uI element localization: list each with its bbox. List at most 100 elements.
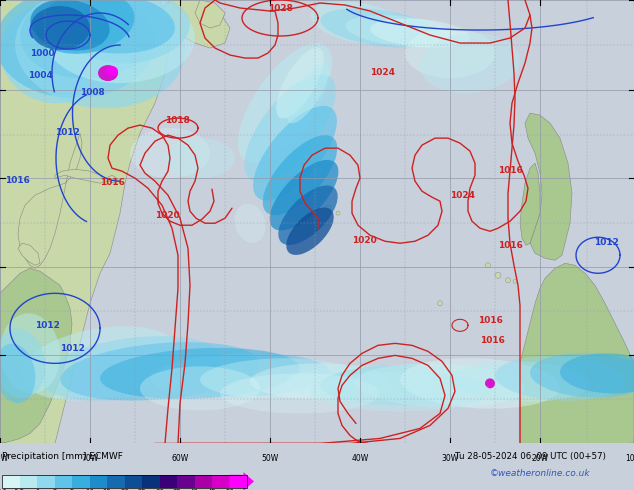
Circle shape [486, 263, 491, 268]
Text: ©weatheronline.co.uk: ©weatheronline.co.uk [490, 469, 591, 478]
Ellipse shape [244, 74, 335, 182]
Polygon shape [0, 0, 170, 443]
FancyArrow shape [230, 472, 254, 490]
Text: 40W: 40W [351, 454, 368, 463]
Ellipse shape [560, 353, 634, 393]
Text: 1000: 1000 [30, 49, 55, 58]
Text: 30W: 30W [441, 454, 458, 463]
Circle shape [437, 301, 443, 306]
Ellipse shape [130, 128, 210, 178]
Bar [212, 475, 230, 488]
Ellipse shape [0, 0, 155, 98]
Ellipse shape [400, 358, 560, 409]
Ellipse shape [70, 0, 190, 63]
Text: 1012: 1012 [55, 128, 80, 137]
Circle shape [495, 272, 501, 278]
Text: 1018: 1018 [165, 116, 190, 125]
Ellipse shape [150, 353, 330, 397]
Ellipse shape [495, 356, 625, 401]
Ellipse shape [287, 63, 329, 123]
Bar [72, 475, 89, 488]
Text: 1012: 1012 [594, 238, 619, 247]
Ellipse shape [530, 353, 634, 397]
Ellipse shape [235, 203, 266, 243]
Ellipse shape [0, 3, 110, 103]
Text: 1004: 1004 [28, 71, 53, 80]
Ellipse shape [269, 160, 339, 230]
Ellipse shape [30, 6, 90, 50]
Ellipse shape [485, 378, 495, 389]
Polygon shape [0, 268, 72, 443]
Ellipse shape [106, 66, 118, 76]
Bar [160, 475, 177, 488]
Bar [2, 475, 20, 488]
Text: Precipitation [mm] ECMWF: Precipitation [mm] ECMWF [2, 452, 123, 461]
Ellipse shape [0, 328, 45, 398]
Ellipse shape [30, 0, 110, 50]
Bar [107, 475, 124, 488]
Circle shape [336, 211, 340, 215]
Text: 1020: 1020 [352, 236, 377, 245]
Text: 1016: 1016 [100, 178, 125, 187]
Ellipse shape [98, 65, 118, 81]
Polygon shape [520, 163, 540, 245]
Ellipse shape [405, 28, 495, 78]
Text: Tu 28-05-2024 06..09 UTC (00+57): Tu 28-05-2024 06..09 UTC (00+57) [455, 452, 606, 461]
Bar [89, 475, 107, 488]
Ellipse shape [20, 0, 160, 78]
Ellipse shape [100, 348, 300, 399]
Polygon shape [155, 0, 230, 48]
Text: 1016: 1016 [478, 317, 503, 325]
Ellipse shape [45, 0, 195, 83]
Ellipse shape [220, 373, 380, 414]
Ellipse shape [285, 366, 435, 401]
Ellipse shape [60, 342, 260, 401]
Circle shape [505, 278, 510, 283]
Ellipse shape [0, 343, 36, 403]
Ellipse shape [320, 366, 480, 405]
Ellipse shape [238, 43, 332, 163]
Ellipse shape [36, 0, 134, 54]
Ellipse shape [420, 33, 520, 93]
Ellipse shape [262, 135, 337, 215]
Text: 1024: 1024 [370, 68, 395, 77]
Text: 1028: 1028 [268, 4, 293, 13]
Text: 1008: 1008 [80, 88, 105, 97]
Ellipse shape [346, 15, 455, 47]
Text: 1016: 1016 [498, 241, 523, 250]
Text: 1012: 1012 [60, 344, 85, 353]
Ellipse shape [278, 185, 338, 245]
Bar [20, 475, 37, 488]
Ellipse shape [45, 0, 175, 53]
Ellipse shape [355, 363, 525, 408]
Text: 70W: 70W [81, 454, 99, 463]
Text: 1020: 1020 [155, 211, 180, 220]
Polygon shape [18, 243, 40, 265]
Ellipse shape [165, 138, 235, 178]
Ellipse shape [311, 1, 410, 45]
Ellipse shape [15, 0, 185, 108]
Ellipse shape [287, 207, 333, 255]
Ellipse shape [321, 8, 439, 48]
Bar [124, 475, 142, 488]
Ellipse shape [276, 48, 324, 119]
Text: 60W: 60W [171, 454, 189, 463]
Text: 1012: 1012 [35, 321, 60, 330]
Text: 1024: 1024 [450, 191, 475, 200]
Circle shape [325, 205, 331, 211]
Polygon shape [520, 263, 634, 443]
Text: 50W: 50W [261, 454, 278, 463]
Circle shape [513, 279, 517, 283]
Text: 1016: 1016 [480, 336, 505, 345]
Bar [2, 475, 247, 488]
Polygon shape [108, 175, 118, 183]
Bar [177, 475, 195, 488]
Bar [37, 475, 55, 488]
Ellipse shape [21, 326, 179, 400]
Bar [195, 475, 212, 488]
Bar [142, 475, 160, 488]
Text: 20W: 20W [531, 454, 548, 463]
Polygon shape [18, 133, 82, 268]
Text: 80W: 80W [0, 454, 9, 463]
Text: 1016: 1016 [5, 176, 30, 185]
